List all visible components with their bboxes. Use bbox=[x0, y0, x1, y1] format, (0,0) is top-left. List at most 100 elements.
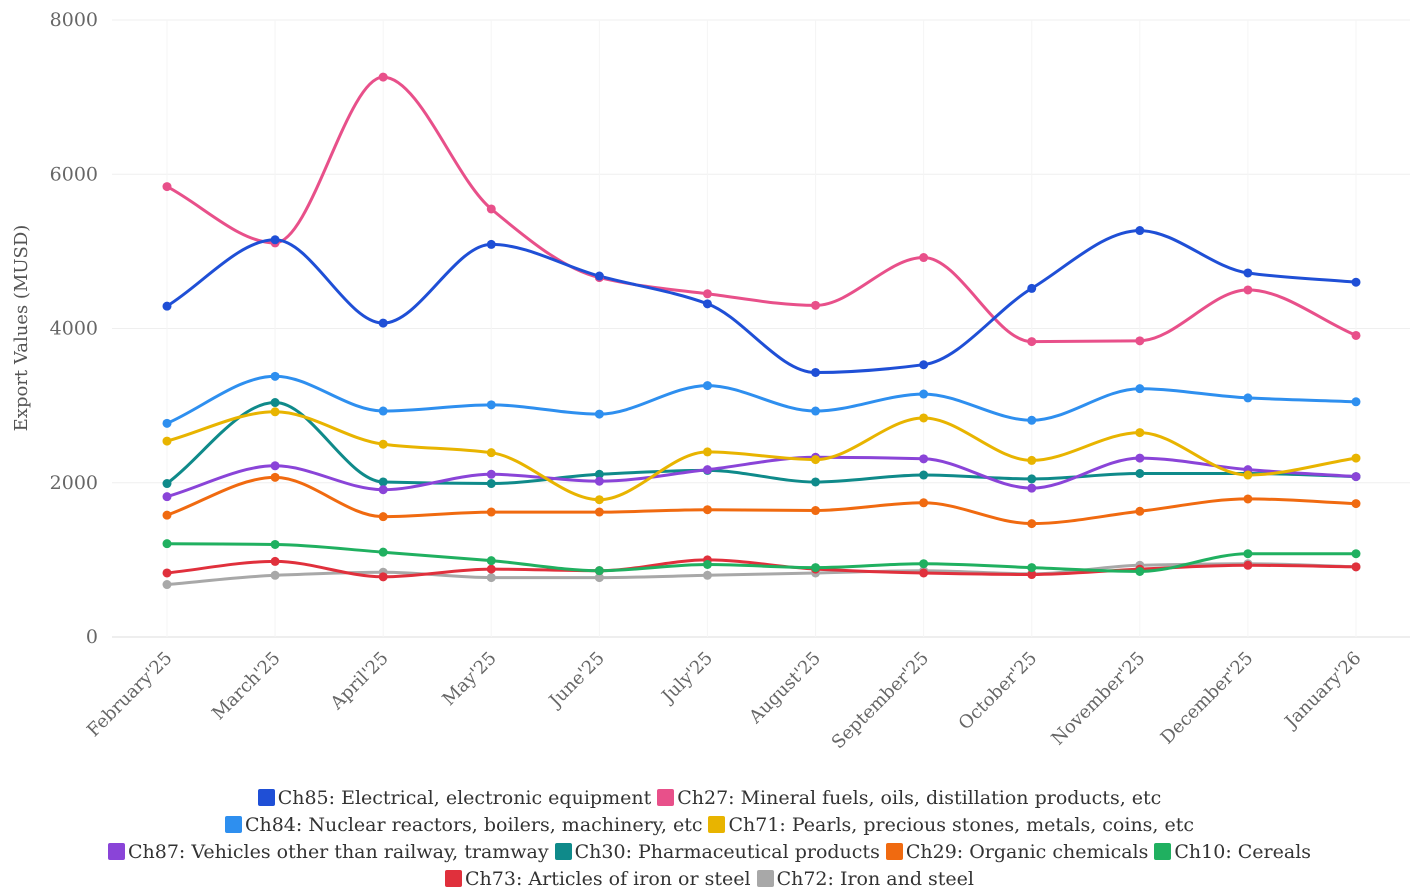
data-point[interactable] bbox=[919, 413, 929, 423]
data-point[interactable] bbox=[702, 299, 712, 309]
data-point[interactable] bbox=[270, 371, 280, 381]
data-point[interactable] bbox=[1135, 428, 1145, 438]
data-point[interactable] bbox=[1351, 330, 1361, 340]
data-point[interactable] bbox=[811, 455, 821, 465]
data-point[interactable] bbox=[378, 318, 388, 328]
data-point[interactable] bbox=[1027, 337, 1037, 347]
data-point[interactable] bbox=[811, 367, 821, 377]
data-point[interactable] bbox=[1027, 519, 1037, 529]
data-point[interactable] bbox=[270, 472, 280, 482]
data-point[interactable] bbox=[594, 566, 604, 576]
data-point[interactable] bbox=[162, 479, 172, 489]
data-point[interactable] bbox=[919, 389, 929, 399]
data-point[interactable] bbox=[486, 448, 496, 458]
data-point[interactable] bbox=[1243, 470, 1253, 480]
data-point[interactable] bbox=[811, 300, 821, 310]
data-point[interactable] bbox=[1243, 285, 1253, 295]
data-point[interactable] bbox=[1243, 268, 1253, 278]
legend-item[interactable]: Ch73: Articles of iron or steel bbox=[445, 866, 751, 893]
legend-item[interactable]: Ch87: Vehicles other than railway, tramw… bbox=[107, 839, 549, 866]
data-point[interactable] bbox=[919, 498, 929, 508]
data-point[interactable] bbox=[594, 271, 604, 281]
data-point[interactable] bbox=[1027, 415, 1037, 425]
legend-item[interactable]: Ch84: Nuclear reactors, boilers, machine… bbox=[224, 812, 702, 839]
data-point[interactable] bbox=[594, 469, 604, 479]
data-point[interactable] bbox=[1135, 336, 1145, 346]
data-point[interactable] bbox=[702, 570, 712, 580]
data-point[interactable] bbox=[378, 477, 388, 487]
data-point[interactable] bbox=[1351, 397, 1361, 407]
data-point[interactable] bbox=[702, 505, 712, 515]
data-point[interactable] bbox=[1027, 483, 1037, 493]
data-point[interactable] bbox=[1027, 563, 1037, 573]
legend-item[interactable]: Ch85: Electrical, electronic equipment bbox=[257, 785, 651, 812]
data-point[interactable] bbox=[1135, 226, 1145, 236]
data-point[interactable] bbox=[702, 560, 712, 570]
data-point[interactable] bbox=[270, 539, 280, 549]
data-point[interactable] bbox=[1027, 283, 1037, 293]
data-point[interactable] bbox=[702, 465, 712, 475]
data-point[interactable] bbox=[162, 510, 172, 520]
data-point[interactable] bbox=[1351, 277, 1361, 287]
data-point[interactable] bbox=[919, 454, 929, 464]
data-point[interactable] bbox=[378, 547, 388, 557]
data-point[interactable] bbox=[162, 418, 172, 428]
data-point[interactable] bbox=[486, 556, 496, 566]
data-point[interactable] bbox=[702, 447, 712, 457]
data-point[interactable] bbox=[378, 406, 388, 416]
data-point[interactable] bbox=[594, 476, 604, 486]
data-point[interactable] bbox=[270, 407, 280, 417]
data-point[interactable] bbox=[162, 492, 172, 502]
legend-item[interactable]: Ch71: Pearls, precious stones, metals, c… bbox=[708, 812, 1194, 839]
data-point[interactable] bbox=[486, 564, 496, 574]
data-point[interactable] bbox=[486, 400, 496, 410]
data-point[interactable] bbox=[594, 495, 604, 505]
data-point[interactable] bbox=[378, 512, 388, 522]
data-point[interactable] bbox=[1135, 566, 1145, 576]
data-point[interactable] bbox=[1243, 560, 1253, 570]
data-point[interactable] bbox=[1351, 472, 1361, 482]
data-point[interactable] bbox=[1027, 455, 1037, 465]
data-point[interactable] bbox=[270, 235, 280, 245]
data-point[interactable] bbox=[594, 409, 604, 419]
data-point[interactable] bbox=[162, 301, 172, 311]
data-point[interactable] bbox=[486, 204, 496, 214]
legend-item[interactable]: Ch30: Pharmaceutical products bbox=[554, 839, 880, 866]
data-point[interactable] bbox=[270, 398, 280, 408]
data-point[interactable] bbox=[594, 507, 604, 517]
data-point[interactable] bbox=[162, 568, 172, 578]
data-point[interactable] bbox=[702, 289, 712, 299]
data-point[interactable] bbox=[1135, 384, 1145, 394]
data-point[interactable] bbox=[702, 381, 712, 391]
data-point[interactable] bbox=[486, 239, 496, 249]
data-point[interactable] bbox=[1027, 570, 1037, 580]
data-point[interactable] bbox=[270, 570, 280, 580]
data-point[interactable] bbox=[378, 572, 388, 582]
legend-item[interactable]: Ch27: Mineral fuels, oils, distillation … bbox=[657, 785, 1161, 812]
data-point[interactable] bbox=[1351, 562, 1361, 572]
data-point[interactable] bbox=[811, 406, 821, 416]
data-point[interactable] bbox=[919, 568, 929, 578]
data-point[interactable] bbox=[1243, 494, 1253, 504]
data-point[interactable] bbox=[1243, 549, 1253, 559]
legend-item[interactable]: Ch72: Iron and steel bbox=[756, 866, 974, 893]
data-point[interactable] bbox=[811, 477, 821, 487]
legend-item[interactable]: Ch10: Cereals bbox=[1154, 839, 1311, 866]
data-point[interactable] bbox=[162, 182, 172, 192]
data-point[interactable] bbox=[919, 470, 929, 480]
data-point[interactable] bbox=[594, 573, 604, 583]
data-point[interactable] bbox=[919, 253, 929, 263]
data-point[interactable] bbox=[1027, 474, 1037, 484]
data-point[interactable] bbox=[919, 360, 929, 370]
data-point[interactable] bbox=[162, 436, 172, 446]
data-point[interactable] bbox=[1351, 453, 1361, 463]
data-point[interactable] bbox=[486, 573, 496, 583]
data-point[interactable] bbox=[1351, 549, 1361, 559]
data-point[interactable] bbox=[1135, 506, 1145, 516]
data-point[interactable] bbox=[1135, 453, 1145, 463]
data-point[interactable] bbox=[919, 559, 929, 569]
data-point[interactable] bbox=[1351, 499, 1361, 509]
data-point[interactable] bbox=[486, 469, 496, 479]
data-point[interactable] bbox=[486, 507, 496, 517]
data-point[interactable] bbox=[270, 556, 280, 566]
